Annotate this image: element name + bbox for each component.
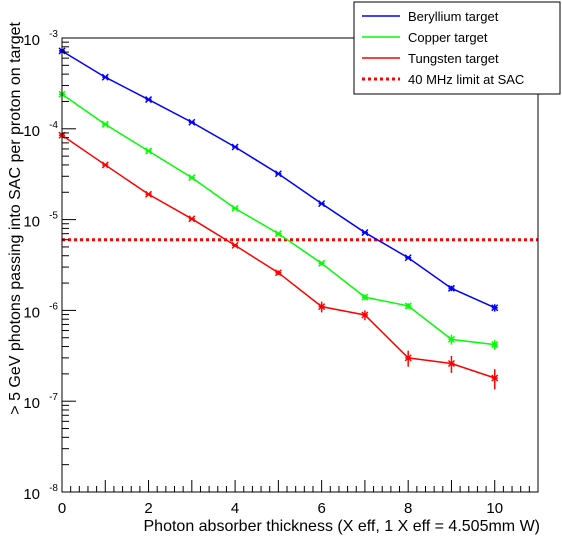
data-point: [361, 293, 369, 301]
series-line: [61, 134, 495, 379]
data-point: [404, 302, 412, 310]
legend-label: Tungsten target: [408, 51, 499, 66]
legend-item: 40 MHz limit at SAC: [362, 72, 524, 87]
legend-item: Tungsten target: [362, 51, 499, 66]
series-2: [58, 131, 499, 390]
data-point: [491, 374, 499, 382]
data-point: [447, 335, 455, 343]
series-line: [61, 93, 495, 346]
y-tick-base: 10: [23, 214, 40, 231]
legend-label: Copper target: [408, 30, 488, 45]
x-tick-label: 0: [58, 500, 66, 517]
y-tick-base: 10: [23, 395, 40, 412]
y-tick-exponent: -4: [49, 120, 58, 131]
y-tick-base: 10: [23, 123, 40, 140]
data-point: [274, 269, 282, 277]
data-point: [231, 241, 239, 249]
x-tick-label: 4: [231, 500, 239, 517]
data-point: [101, 120, 109, 128]
data-point: [404, 354, 412, 362]
data-point: [101, 161, 109, 169]
data-point: [274, 170, 282, 178]
x-axis-title: Photon absorber thickness (X eff, 1 X ef…: [144, 518, 541, 535]
data-point: [145, 147, 153, 155]
data-point: [447, 359, 455, 368]
axes-layer: 0 2 4 6 8 10 10 -3 10 -4 10 -5 10 -6 10 -7 10 -8: [23, 29, 539, 517]
data-point: [145, 96, 153, 104]
plot-frame: [61, 37, 539, 493]
data-point: [274, 230, 282, 238]
data-point: [361, 311, 369, 319]
legend: Beryllium target Copper target Tungsten ta…: [353, 1, 561, 95]
y-axis-title: > 5 GeV photons passing into SAC per pro…: [7, 21, 24, 414]
series-layer: [58, 47, 499, 390]
legend-label: Beryllium target: [408, 9, 499, 24]
legend-item: Beryllium target: [362, 9, 499, 24]
legend-label: 40 MHz limit at SAC: [408, 72, 524, 87]
data-point: [188, 215, 196, 223]
data-point: [447, 284, 455, 292]
x-tick-label: 8: [404, 500, 412, 517]
y-tick-exponent: -7: [49, 392, 58, 403]
x-tick-label: 10: [486, 500, 503, 517]
data-point: [188, 174, 196, 182]
y-tick-label: 10: [23, 304, 40, 321]
y-tick-base: 10: [23, 32, 40, 49]
data-point: [188, 118, 196, 126]
y-tick-exponent: -8: [49, 483, 58, 494]
y-tick-base: 10: [23, 486, 40, 503]
y-tick-label: 10: [23, 486, 40, 503]
data-point: [361, 229, 369, 237]
data-point: [145, 190, 153, 198]
data-point: [231, 204, 239, 212]
data-point: [318, 200, 326, 208]
data-point: [318, 259, 326, 267]
data-point: [491, 341, 499, 349]
y-tick-label: 10: [23, 214, 40, 231]
data-point: [491, 304, 499, 312]
y-tick-exponent: -6: [49, 301, 58, 312]
legend-item: Copper target: [362, 30, 488, 45]
x-tick-label: 2: [144, 500, 152, 517]
y-tick-label: 10: [23, 395, 40, 412]
y-tick-base: 10: [23, 304, 40, 321]
y-tick-label: 10: [23, 32, 40, 49]
data-point: [404, 254, 412, 262]
series-1: [58, 90, 499, 350]
data-point: [318, 303, 326, 311]
y-tick-label: 10: [23, 123, 40, 140]
y-tick-exponent: -5: [49, 211, 58, 222]
data-point: [231, 143, 239, 151]
y-tick-exponent: -3: [49, 29, 58, 40]
data-point: [101, 73, 109, 81]
x-tick-label: 6: [317, 500, 325, 517]
